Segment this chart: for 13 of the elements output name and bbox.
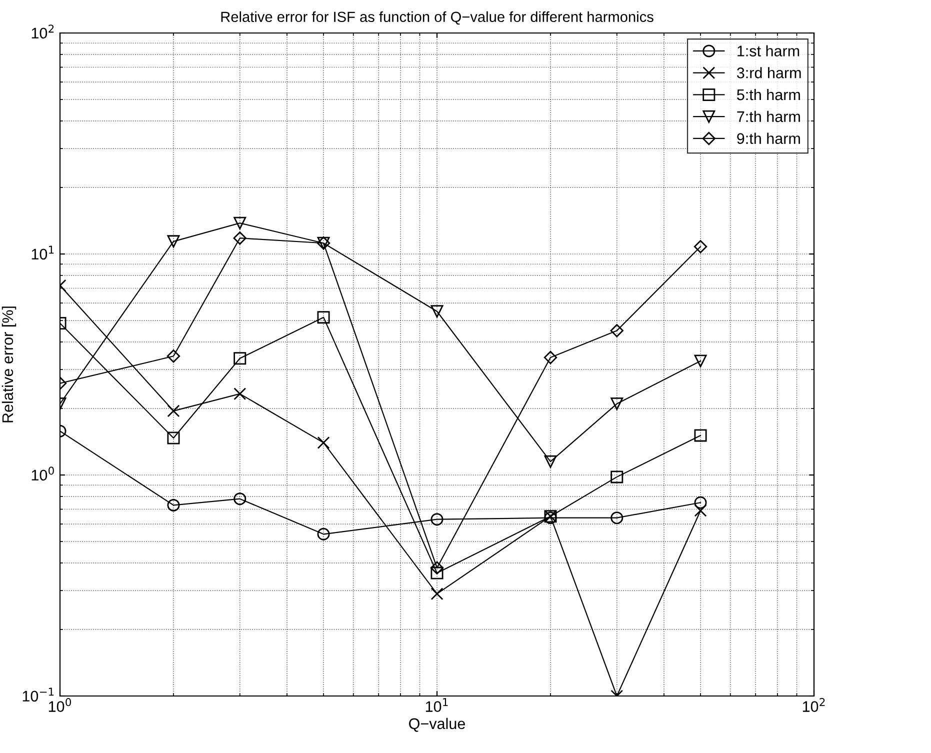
legend-label: 5:th harm [737, 88, 800, 100]
x-tick-label: 10$^{1}$ [426, 698, 448, 712]
y-tick-label: 10$^{1}$ [32, 246, 54, 260]
chart-title: Relative error for ISF as function of Q−value for different harmonics [221, 11, 654, 25]
legend-label: 3:rd harm [736, 67, 801, 78]
y-axis-title: Relative error [%] [2, 306, 16, 422]
x-tick-label: 10$^{2}$ [802, 698, 825, 712]
x-axis-title: Q−value [409, 718, 465, 732]
legend-label: 7:th harm [737, 110, 800, 122]
y-tick-label: 10$^{0}$ [32, 466, 54, 481]
legend-label: 9:th harm [737, 132, 800, 144]
legend-label: 1:st harm [738, 45, 800, 56]
y-tick-label: 10$^{2}$ [32, 24, 54, 39]
